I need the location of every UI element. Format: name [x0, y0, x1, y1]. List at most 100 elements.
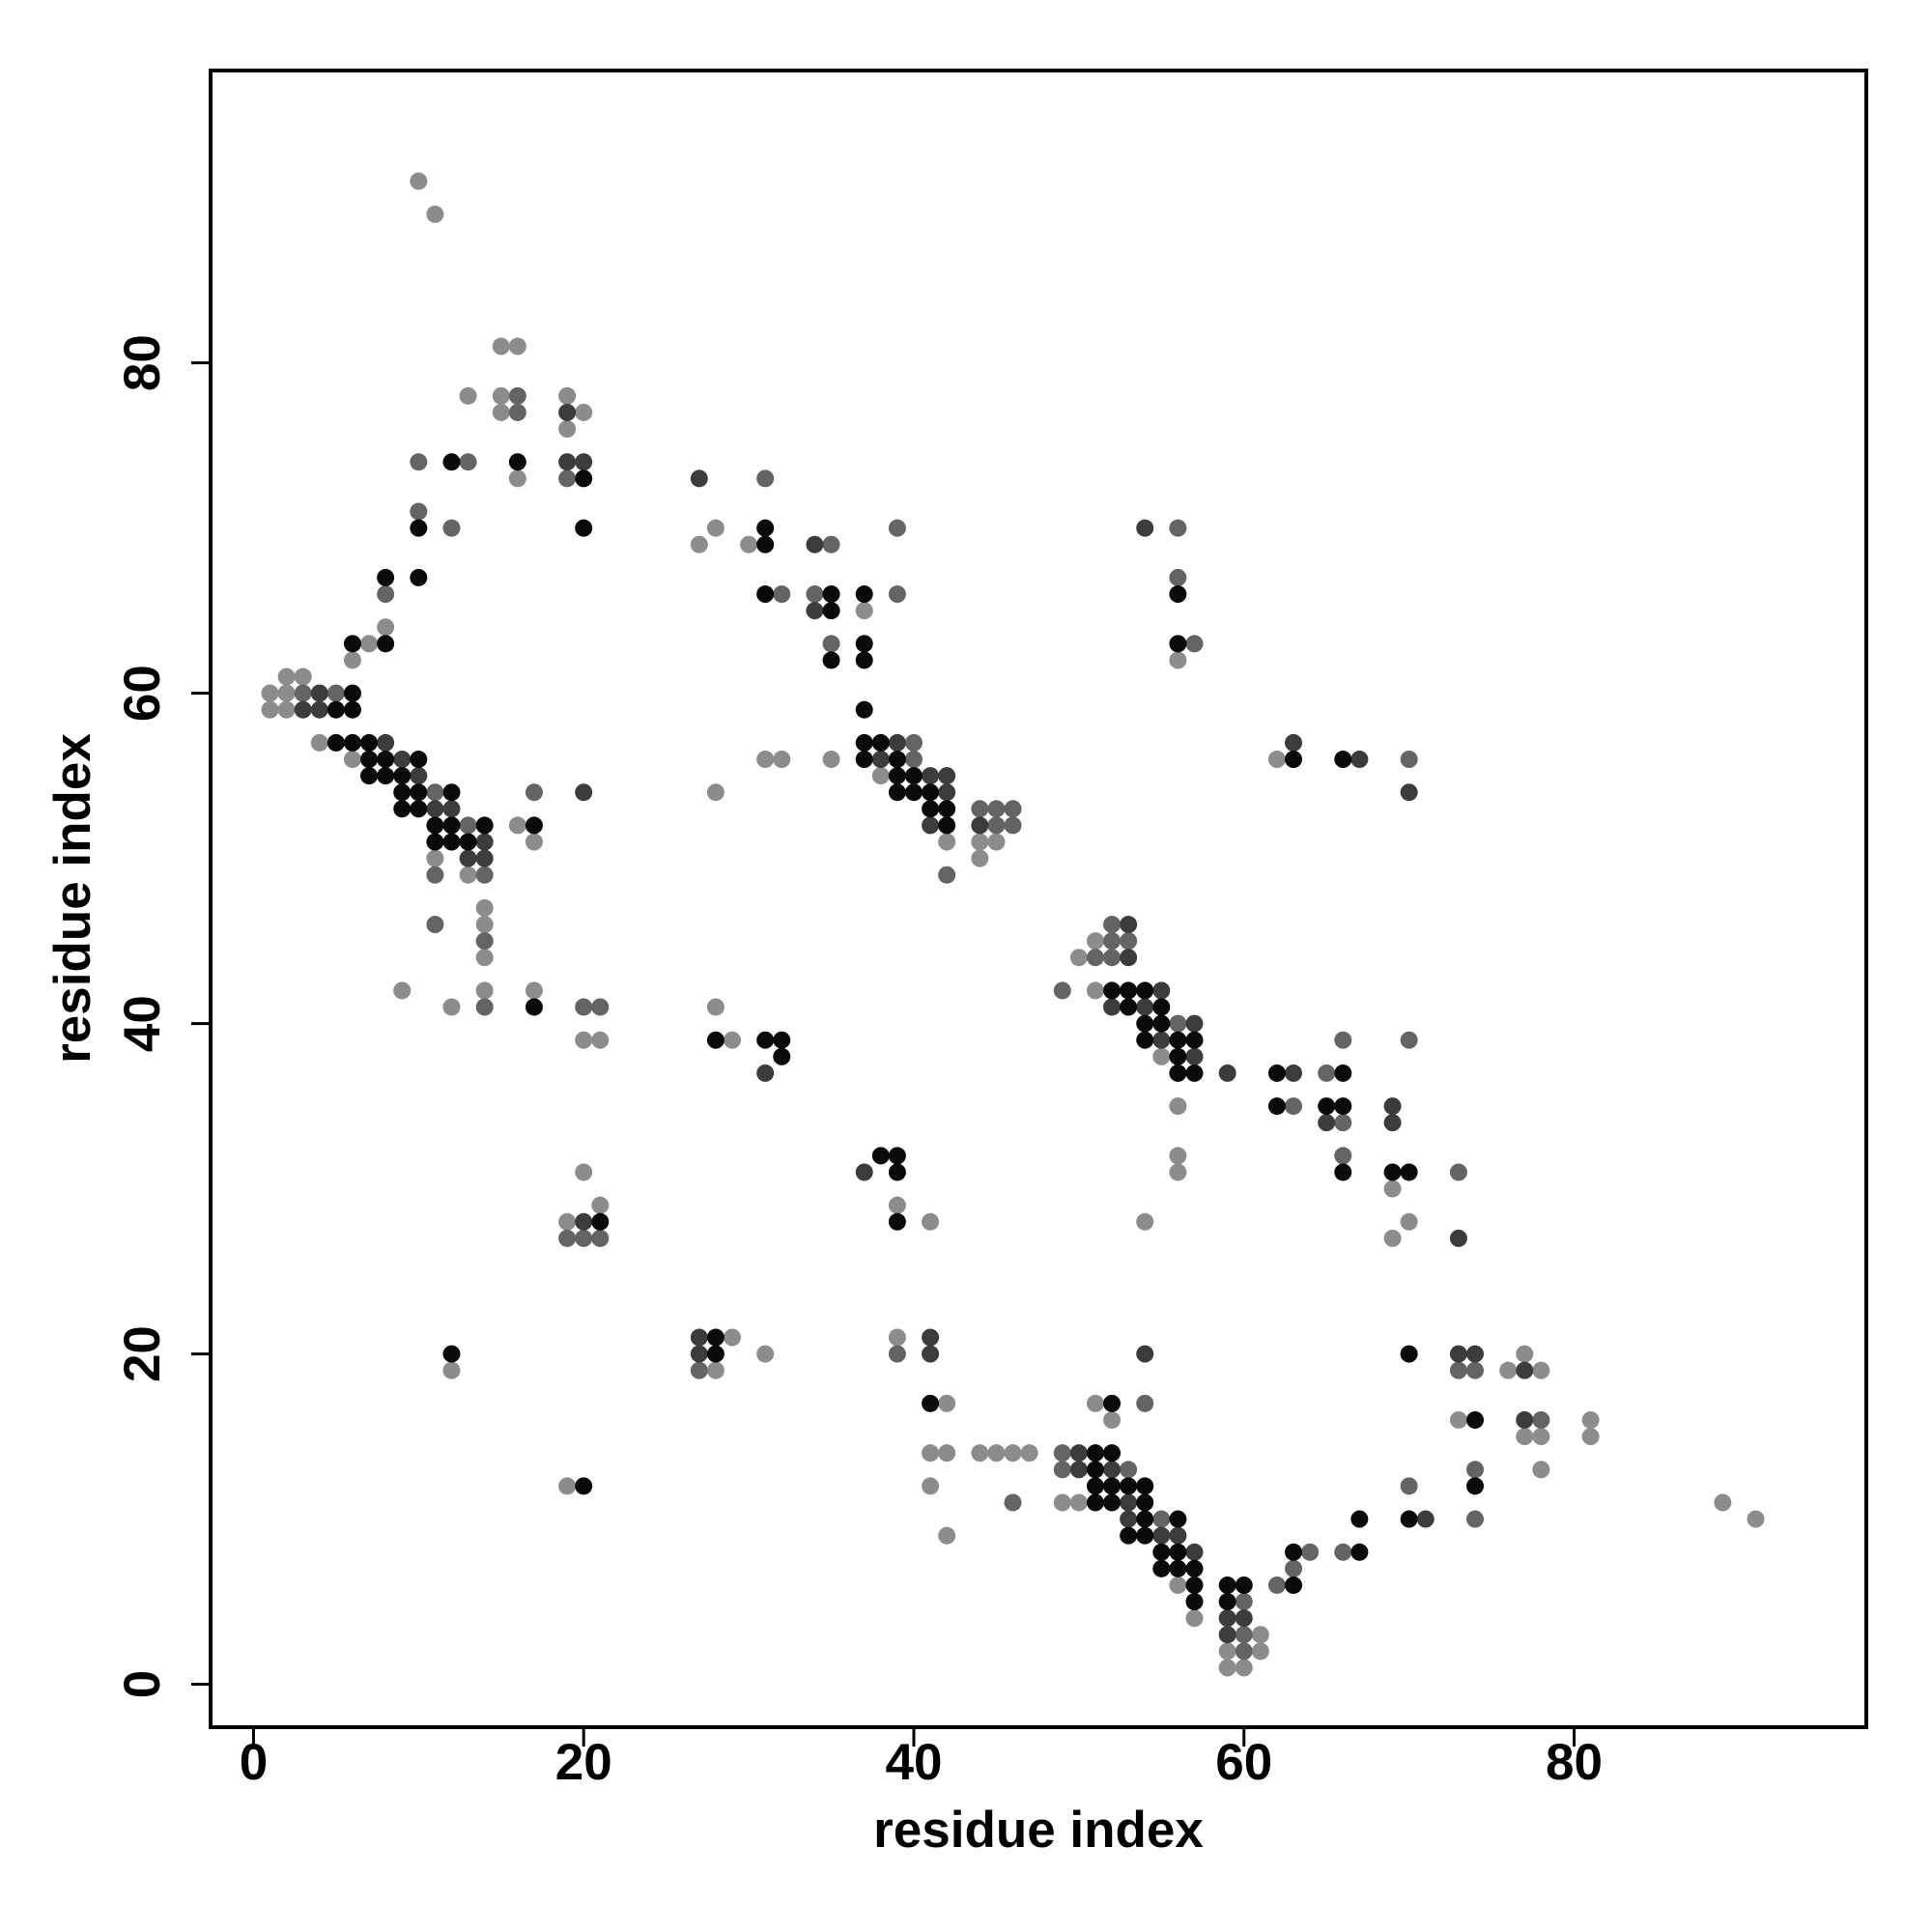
contact-point	[1185, 635, 1204, 653]
contact-point	[1218, 1642, 1236, 1661]
contact-point	[1086, 1477, 1104, 1495]
contact-point	[1400, 751, 1418, 769]
contact-point	[591, 1196, 610, 1214]
y-axis-label: residue index	[44, 733, 101, 1064]
contact-point	[475, 833, 494, 851]
x-tick-label: 0	[240, 1734, 268, 1791]
contact-point	[277, 684, 296, 702]
contact-point	[591, 1031, 610, 1049]
contact-point	[459, 833, 477, 851]
contact-point	[525, 833, 543, 851]
contact-point	[1053, 981, 1071, 1000]
contact-point	[1581, 1410, 1600, 1429]
contact-point	[327, 700, 345, 719]
contact-point	[822, 751, 840, 769]
contact-point	[1103, 916, 1122, 934]
contact-point	[1185, 1609, 1204, 1628]
contact-point	[1235, 1642, 1253, 1661]
contact-point	[261, 700, 279, 719]
contact-point	[525, 816, 543, 835]
contact-point	[871, 733, 890, 752]
contact-point	[1334, 1097, 1352, 1116]
contact-point	[1136, 1510, 1154, 1528]
contact-point	[1120, 998, 1138, 1016]
contact-point	[855, 635, 873, 653]
contact-point	[773, 1047, 791, 1065]
contact-point	[558, 1212, 577, 1231]
contact-point	[410, 172, 428, 190]
contact-point	[442, 800, 461, 818]
contact-point	[822, 602, 840, 620]
contact-point	[756, 1064, 775, 1082]
contact-point	[888, 1196, 906, 1214]
contact-point	[756, 585, 775, 604]
contact-point	[377, 733, 395, 752]
contact-point	[410, 519, 428, 537]
contact-point	[938, 1394, 956, 1412]
contact-point	[922, 1212, 940, 1231]
contact-point	[1267, 751, 1286, 769]
contact-point	[1185, 1593, 1204, 1611]
y-tick-label: 60	[114, 665, 171, 722]
contact-point	[426, 205, 444, 223]
contact-point	[938, 1526, 956, 1545]
contact-point	[475, 849, 494, 867]
contact-point	[1086, 1461, 1104, 1479]
contact-point	[410, 767, 428, 785]
contact-point	[1086, 932, 1104, 951]
contact-point	[475, 866, 494, 884]
contact-point	[442, 998, 461, 1016]
contact-point	[1103, 932, 1122, 951]
contact-point	[343, 751, 361, 769]
contact-point	[426, 866, 444, 884]
contact-point	[1053, 1444, 1071, 1463]
contact-point	[904, 767, 923, 785]
contact-point	[1152, 1543, 1171, 1561]
contact-point	[1185, 1047, 1204, 1065]
contact-point	[1120, 1493, 1138, 1512]
contact-point	[773, 1031, 791, 1049]
contact-point	[1169, 1014, 1187, 1033]
contact-point	[1449, 1163, 1467, 1181]
contact-point	[1516, 1428, 1534, 1446]
contact-point	[888, 585, 906, 604]
contact-point	[1103, 998, 1122, 1016]
contact-point	[706, 1328, 724, 1347]
contact-point	[426, 800, 444, 818]
contact-point	[377, 568, 395, 586]
contact-point	[508, 469, 526, 488]
contact-point	[706, 1031, 724, 1049]
contact-point	[724, 1328, 742, 1347]
contact-point	[475, 998, 494, 1016]
contact-point	[343, 635, 361, 653]
contact-point	[1465, 1361, 1484, 1379]
contact-point	[888, 733, 906, 752]
contact-point	[591, 1229, 610, 1247]
contact-point	[971, 1444, 989, 1463]
contact-point	[822, 635, 840, 653]
contact-point	[756, 751, 775, 769]
contact-point	[1383, 1229, 1402, 1247]
contact-point	[377, 618, 395, 637]
contact-point	[773, 585, 791, 604]
contact-point	[558, 1229, 577, 1247]
contact-point	[558, 469, 577, 488]
contact-point	[1136, 1345, 1154, 1363]
y-tick-label: 0	[114, 1670, 171, 1698]
contact-point	[706, 519, 724, 537]
contact-point	[1169, 651, 1187, 669]
contact-point	[294, 668, 312, 686]
contact-point	[360, 751, 379, 769]
contact-point	[426, 816, 444, 835]
contact-point	[277, 700, 296, 719]
x-tick-label: 60	[1215, 1734, 1272, 1791]
contact-point	[871, 767, 890, 785]
y-tick-label: 80	[114, 334, 171, 391]
contact-point	[1136, 1394, 1154, 1412]
contact-point	[706, 1345, 724, 1363]
contact-point	[475, 816, 494, 835]
contact-point	[1383, 1179, 1402, 1198]
contact-point	[938, 833, 956, 851]
contact-point	[1152, 1031, 1171, 1049]
